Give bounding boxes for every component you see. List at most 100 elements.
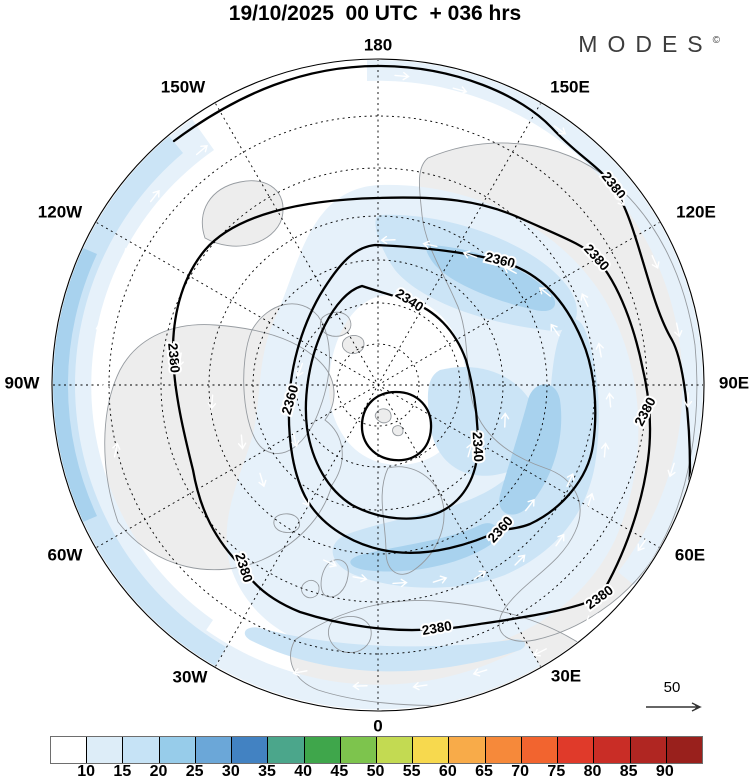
wind-arrow: [112, 442, 121, 458]
wind-arrow: [394, 71, 410, 81]
colorbar-cell: [376, 737, 414, 763]
wind-20-25-shading: [499, 384, 562, 515]
wind-arrow: [555, 533, 565, 547]
colorbar-cell: [232, 737, 269, 763]
wind-arrow: [473, 570, 487, 580]
wind-arrow: [500, 412, 510, 428]
wind-arrow: [586, 492, 595, 508]
wind-arrow: [149, 189, 160, 203]
reference-arrow-glyph: [646, 702, 702, 712]
svalbard-land: [375, 408, 403, 436]
contour-label: 2340: [470, 432, 487, 463]
colorbar-cell: [485, 737, 522, 763]
colorbar-tick-label: 10: [77, 763, 96, 780]
colorbar-tick-label: 25: [185, 763, 204, 780]
wind-speed-colorbar: [50, 736, 703, 764]
colorbar-tick-label: 60: [438, 763, 457, 780]
latitude-circle: [252, 259, 504, 511]
polar-map-canvas: 2380238023802380238023802380236023602360…: [5, 35, 750, 735]
lon-label-150W: 150W: [161, 77, 206, 96]
colorbar-tick-label: 30: [221, 763, 240, 780]
wind-arrow: [595, 342, 604, 358]
wind-arrow: [300, 493, 310, 507]
wind-arrow: [651, 254, 660, 270]
wind-20-25-shading: [426, 244, 556, 312]
colorbar-cell: [51, 737, 88, 763]
contour-2340: [304, 284, 480, 520]
colorbar-tick-label: 80: [583, 763, 602, 780]
contour-2380-inner: [171, 196, 652, 632]
wind-arrow: [392, 578, 408, 588]
latitude-circle: [160, 167, 596, 603]
eurasia-coastline: [418, 142, 698, 642]
iceland-coastline: [273, 513, 300, 533]
lon-label-180: 180: [364, 35, 392, 54]
copyright-icon: ©: [712, 35, 720, 46]
wind-10-15-shading: [367, 60, 703, 585]
wind-arrow: [291, 432, 300, 448]
colorbar-cell: [558, 737, 595, 763]
wind-arrow: [123, 247, 132, 263]
colorbar-tick-label: 35: [258, 763, 276, 780]
wind-arrow: [462, 250, 478, 259]
colorbar-cell: [340, 737, 377, 763]
modes-logo-text: MODES: [578, 31, 713, 57]
wind-15-20-shading: [244, 627, 526, 672]
lon-label-60W: 60W: [48, 545, 84, 564]
wind-arrow: [175, 352, 184, 368]
wind-arrow: [553, 125, 567, 135]
colorbar-cell: [123, 737, 160, 763]
colorbar-cell: [159, 737, 196, 763]
wind-arrow: [157, 312, 166, 328]
svalbard-coastline: [374, 408, 404, 437]
lon-label-120E: 120E: [676, 202, 716, 221]
wind-arrow: [352, 681, 368, 691]
wind-arrow: [352, 574, 368, 583]
wind-arrow: [244, 647, 260, 656]
wind-15-20-shading: [53, 136, 226, 666]
wind-arrow: [195, 145, 208, 156]
wind-arrow: [514, 554, 526, 566]
map-rim: [51, 58, 705, 712]
colorbar-tick-label: 85: [619, 763, 638, 780]
wind-arrow: [550, 323, 560, 337]
latitude-circle: [336, 343, 420, 427]
wind-15-20-shading: [332, 318, 599, 588]
chart-title: 19/10/2025 00 UTC + 036 hrs: [228, 2, 522, 25]
wind-arrow: [538, 287, 552, 298]
wind-arrow: [466, 442, 475, 458]
wind-arrow: [667, 462, 676, 478]
modes-logo: MODES©: [578, 31, 720, 58]
greenland-coastline: [243, 303, 330, 454]
lon-label-30E: 30E: [551, 666, 581, 685]
wind-arrow: [503, 265, 517, 274]
wind-arrow: [295, 362, 304, 378]
wind-arrow: [614, 193, 625, 207]
colorbar-cell: [87, 737, 124, 763]
iberia-coastline: [328, 615, 372, 653]
north-america-coastline: [104, 324, 343, 571]
colorbar-tick-label: 20: [149, 763, 168, 780]
wind-20-25-shading: [53, 248, 97, 522]
wind-arrow: [637, 538, 647, 552]
colorbar-cell: [304, 737, 341, 763]
colorbar-cell: [413, 737, 450, 763]
alaska-coastline: [201, 180, 284, 247]
wind-arrow: [237, 434, 247, 450]
contour-label: 2380: [421, 618, 453, 638]
wind-arrow: [100, 382, 110, 398]
map-clipped-layer: 2380238023802380238023802380236023602360…: [53, 60, 703, 710]
wind-arrow: [472, 668, 488, 677]
alaska-land: [202, 180, 284, 247]
arctic-island-2-land: [342, 335, 364, 354]
lon-label-150E: 150E: [550, 77, 590, 96]
lon-label-30W: 30W: [173, 667, 209, 686]
wind-arrow: [674, 322, 683, 338]
wind-arrow: [322, 81, 338, 90]
colorbar-tick-labels: 10 15 20 25 30 35 40 45 50 55 60 65 70 75 80 85 90: [50, 763, 701, 782]
scandinavia-coastline: [381, 466, 445, 575]
polar-map: 2380 2380 2380 2380 2380 2380 2380 2360 2360 2360…: [5, 35, 750, 735]
lon-label-0: 0: [373, 716, 382, 735]
colorbar-cell: [666, 737, 702, 763]
